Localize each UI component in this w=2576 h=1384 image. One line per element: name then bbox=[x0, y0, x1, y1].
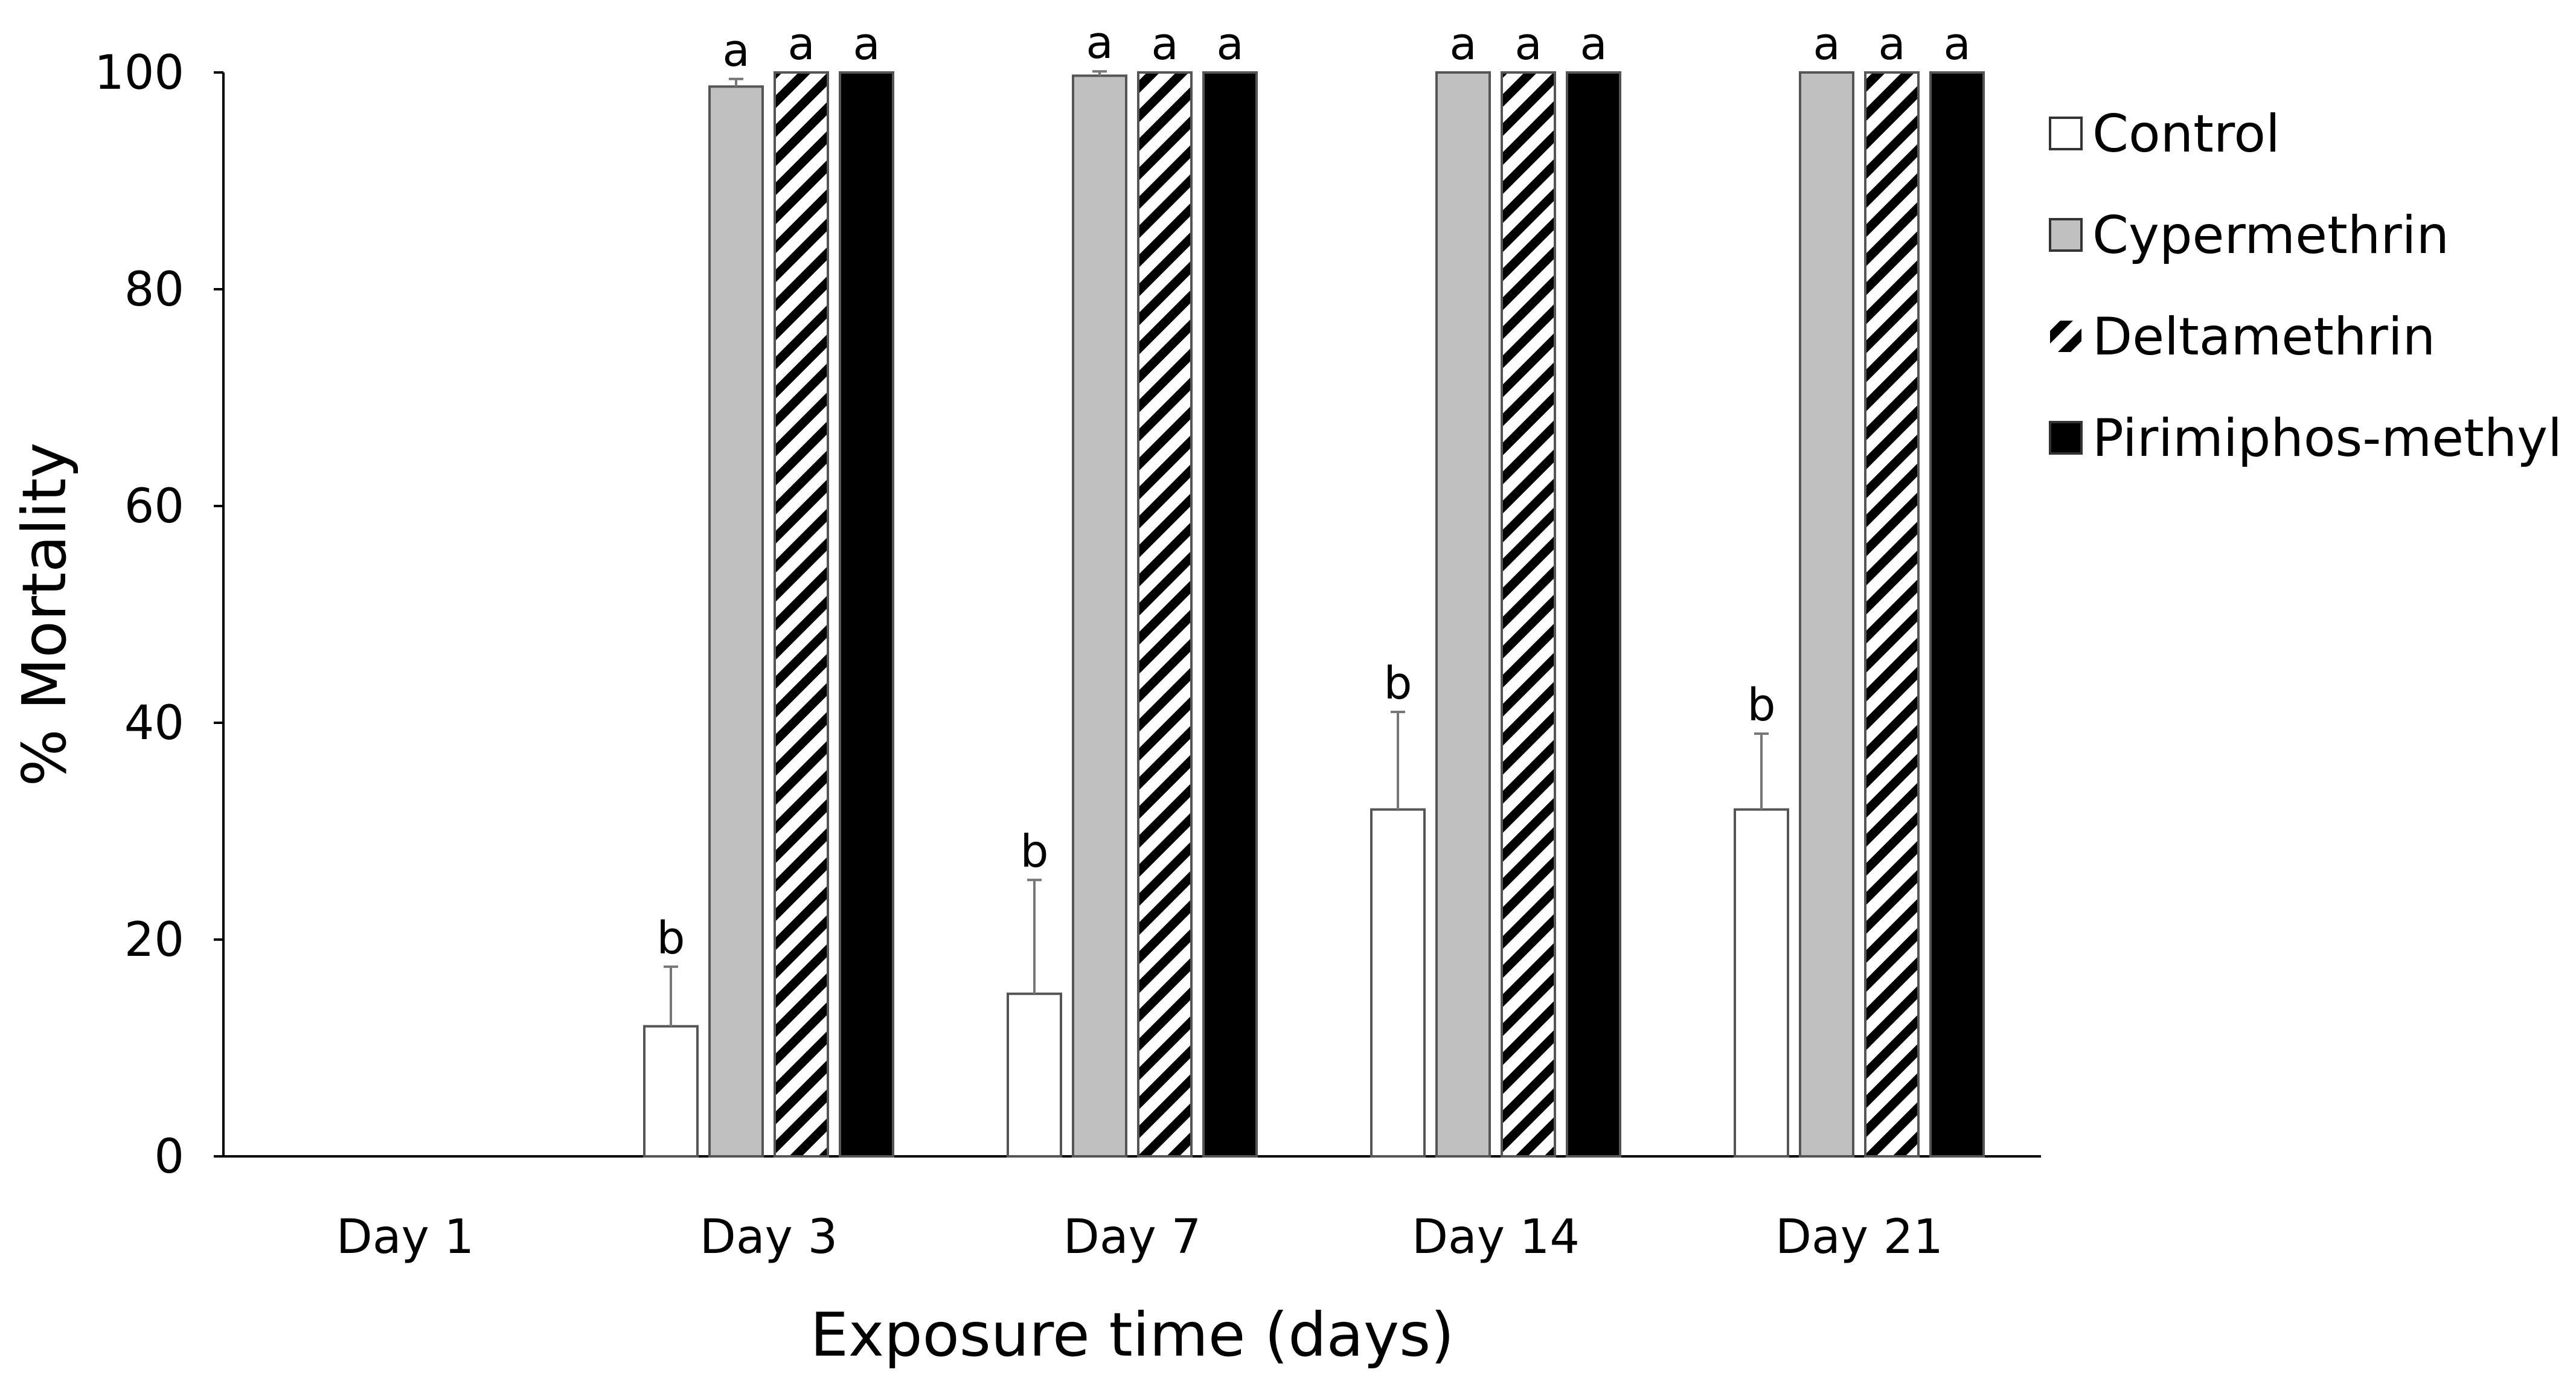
legend-swatch bbox=[2050, 321, 2081, 352]
bar-cypermethrin bbox=[1072, 74, 1127, 1158]
legend-label: Deltamethrin bbox=[2092, 307, 2435, 367]
y-axis-title: % Mortality bbox=[9, 443, 80, 787]
y-tick-label: 0 bbox=[154, 1130, 184, 1184]
legend-label: Control bbox=[2092, 104, 2280, 164]
bar-control bbox=[643, 1025, 699, 1158]
bar-deltamethrin bbox=[1864, 71, 1920, 1158]
legend-swatch bbox=[2049, 117, 2083, 150]
x-axis-title: Exposure time (days) bbox=[810, 1299, 1455, 1370]
y-tick-label: 100 bbox=[94, 46, 184, 100]
significance-letter: a bbox=[1580, 18, 1607, 70]
bar-deltamethrin bbox=[1137, 71, 1193, 1158]
bar-deltamethrin bbox=[774, 71, 829, 1158]
x-tick-label: Day 14 bbox=[1412, 1210, 1580, 1264]
bar-pirimiphos-methyl bbox=[839, 71, 894, 1158]
significance-letter: b bbox=[1748, 679, 1776, 731]
significance-letter: a bbox=[1216, 18, 1243, 70]
significance-letter: a bbox=[1943, 18, 1970, 70]
significance-letter: b bbox=[1384, 658, 1412, 710]
significance-letter: a bbox=[1813, 18, 1840, 70]
significance-letter: a bbox=[1514, 18, 1542, 70]
x-tick-label: Day 1 bbox=[336, 1210, 474, 1264]
significance-letter: a bbox=[1086, 17, 1113, 69]
bar-pirimiphos-methyl bbox=[1566, 71, 1621, 1158]
y-tick-label: 40 bbox=[124, 696, 184, 751]
legend-label: Pirimiphos-methyl bbox=[2092, 408, 2562, 469]
bar-cypermethrin bbox=[1799, 71, 1854, 1158]
bar-pirimiphos-methyl bbox=[1202, 71, 1258, 1158]
bar-control bbox=[1007, 992, 1062, 1158]
significance-letter: b bbox=[1020, 825, 1049, 877]
bar-pirimiphos-methyl bbox=[1929, 71, 1985, 1158]
bar-cypermethrin bbox=[708, 85, 764, 1158]
significance-letter: a bbox=[853, 18, 880, 70]
y-tick-label: 80 bbox=[124, 263, 184, 317]
bar-deltamethrin bbox=[1501, 71, 1556, 1158]
x-tick-label: Day 7 bbox=[1063, 1210, 1201, 1264]
bar-cypermethrin bbox=[1435, 71, 1491, 1158]
bar-control bbox=[1734, 808, 1789, 1158]
y-tick-label: 60 bbox=[124, 479, 184, 534]
significance-letter: a bbox=[722, 25, 749, 77]
significance-letter: b bbox=[657, 912, 685, 964]
legend-swatch bbox=[2049, 218, 2083, 252]
bar-control bbox=[1370, 808, 1426, 1158]
x-tick-label: Day 3 bbox=[700, 1210, 838, 1264]
significance-letter: a bbox=[787, 18, 815, 70]
significance-letter: a bbox=[1449, 18, 1476, 70]
significance-letter: a bbox=[1151, 18, 1178, 70]
y-tick-label: 20 bbox=[124, 913, 184, 967]
significance-letter: a bbox=[1878, 18, 1905, 70]
legend-label: Cypermethrin bbox=[2092, 205, 2449, 266]
x-tick-label: Day 21 bbox=[1775, 1210, 1943, 1264]
legend-swatch bbox=[2049, 421, 2083, 455]
